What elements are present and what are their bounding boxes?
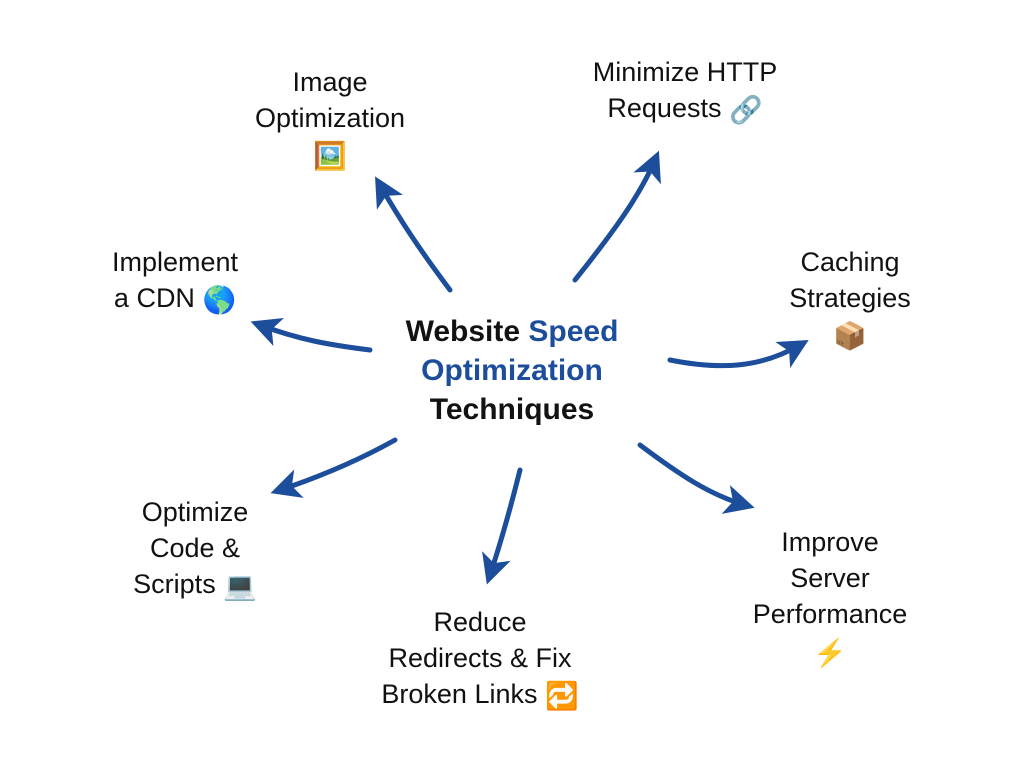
node-text-line: Performance [720, 596, 940, 632]
title-plain-1: Website [406, 315, 529, 348]
node-text-line: Optimization [220, 100, 440, 136]
arrow-to-server [640, 445, 745, 505]
title-plain-2: Techniques [352, 390, 672, 429]
optimize-code-icon: 💻 [223, 568, 257, 604]
node-caching: CachingStrategies📦 [750, 244, 950, 355]
title-highlight-2: Optimization [352, 351, 672, 390]
node-reduce-redirects: ReduceRedirects & FixBroken Links 🔁 [340, 604, 620, 715]
arrow-to-redirects [490, 470, 520, 575]
arrow-to-code [280, 440, 395, 490]
node-text-line: Optimize [95, 494, 295, 530]
node-text-line: Redirects & Fix [340, 640, 620, 676]
node-text-line: Implement [75, 244, 275, 280]
node-text-line: Broken Links 🔁 [340, 676, 620, 714]
node-optimize-code: OptimizeCode &Scripts 💻 [95, 494, 295, 605]
node-text-line: Scripts 💻 [95, 566, 295, 604]
diagram-canvas: Website Speed Optimization Techniques Im… [0, 0, 1024, 768]
node-text-line: Minimize HTTP [555, 54, 815, 90]
node-minimize-http: Minimize HTTPRequests 🔗 [555, 54, 815, 129]
arrow-to-http [575, 160, 655, 280]
title-highlight-1: Speed [528, 315, 618, 348]
node-server-performance: ImproveServerPerformance⚡ [720, 524, 940, 671]
center-title: Website Speed Optimization Techniques [352, 312, 672, 429]
node-text-line: Code & [95, 530, 295, 566]
node-text-line: Server [720, 560, 940, 596]
node-text-line: Image [220, 64, 440, 100]
caching-icon: 📦 [833, 318, 867, 354]
node-image-optimization: ImageOptimization🖼️ [220, 64, 440, 175]
cdn-icon: 🌎 [202, 282, 236, 318]
node-text-line: Strategies [750, 280, 950, 316]
reduce-redirects-icon: 🔁 [545, 678, 579, 714]
image-optimization-icon: 🖼️ [313, 138, 347, 174]
node-text-line: Caching [750, 244, 950, 280]
node-text-line: Reduce [340, 604, 620, 640]
node-cdn: Implementa CDN 🌎 [75, 244, 275, 319]
server-performance-icon: ⚡ [813, 635, 847, 671]
minimize-http-icon: 🔗 [729, 92, 763, 128]
node-text-line: Requests 🔗 [555, 90, 815, 128]
arrow-to-image [380, 185, 450, 290]
node-text-line: a CDN 🌎 [75, 280, 275, 318]
node-text-line: Improve [720, 524, 940, 560]
